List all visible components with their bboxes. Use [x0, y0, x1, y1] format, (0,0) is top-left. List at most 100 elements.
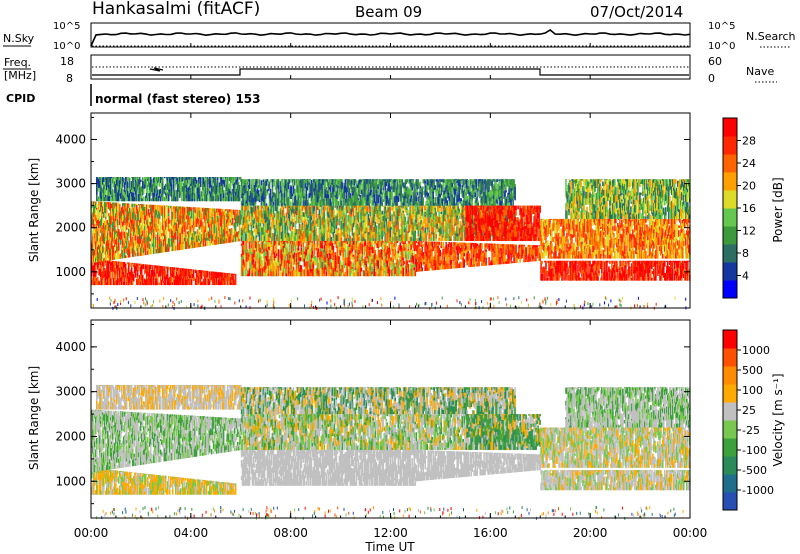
echo-cell — [292, 219, 295, 223]
echo-cell — [162, 266, 165, 269]
echo-cell — [258, 232, 261, 241]
echo-cell — [128, 249, 131, 258]
echo-cell — [145, 204, 148, 210]
echo-cell — [328, 244, 331, 250]
echo-cell — [119, 187, 121, 192]
echo-cell — [257, 240, 260, 243]
echo-cell — [111, 278, 113, 281]
echo-cell — [401, 267, 404, 277]
echo-cell — [186, 213, 189, 221]
echo-cell — [137, 263, 140, 272]
echo-cell — [385, 252, 388, 258]
echo-cell — [283, 254, 286, 260]
echo-cell — [137, 215, 140, 221]
echo-cell — [183, 224, 186, 232]
echo-cell — [244, 246, 247, 251]
echo-cell — [388, 262, 391, 269]
echo-cell — [286, 235, 289, 241]
echo-cell — [127, 273, 130, 277]
echo-cell — [216, 177, 219, 181]
echo-cell — [112, 271, 114, 279]
echo-cell — [255, 248, 258, 252]
echo-cell — [237, 234, 240, 238]
echo-cell — [309, 245, 312, 248]
echo-cell — [172, 199, 175, 202]
echo-cell — [226, 230, 229, 237]
echo-cell — [171, 246, 174, 249]
echo-cell — [313, 240, 316, 247]
echo-cell — [161, 197, 164, 202]
echo-cell — [112, 245, 114, 253]
echo-cell — [151, 241, 154, 244]
echo-cell — [131, 219, 134, 224]
echo-cell — [152, 177, 155, 183]
echo-cell — [374, 240, 377, 244]
echo-cell — [273, 224, 276, 231]
echo-cell — [157, 205, 160, 207]
echo-cell — [155, 193, 158, 202]
echo-cell — [345, 262, 348, 266]
echo-cell — [407, 249, 410, 251]
echo-cell — [428, 230, 430, 233]
echo-cell — [291, 205, 294, 213]
echo-cell — [182, 214, 185, 220]
echo-cell — [273, 230, 276, 233]
echo-cell — [251, 207, 254, 215]
echo-cell — [202, 210, 205, 220]
echo-cell — [165, 177, 168, 181]
echo-cell — [139, 281, 142, 286]
echo-cell — [149, 208, 152, 215]
echo-cell — [335, 256, 338, 261]
echo-cell — [192, 221, 195, 226]
echo-cell — [220, 177, 223, 178]
echo-cell — [104, 189, 106, 197]
echo-cell — [153, 188, 156, 197]
echo-cell — [164, 221, 167, 230]
echo-cell — [108, 196, 110, 202]
echo-cell — [105, 229, 107, 236]
echo-cell — [175, 276, 178, 286]
echo-cell — [249, 262, 252, 271]
echo-cell — [321, 245, 324, 249]
echo-cell — [181, 214, 184, 224]
echo-cell — [155, 223, 158, 229]
echo-cell — [256, 208, 259, 217]
echo-cell — [167, 213, 170, 216]
echo-cell — [194, 184, 197, 188]
echo-cell — [286, 269, 289, 275]
echo-cell — [177, 177, 180, 184]
echo-cell — [139, 247, 142, 254]
echo-cell — [222, 193, 225, 199]
echo-cell — [130, 207, 133, 210]
echo-cell — [190, 207, 193, 209]
echo-cell — [290, 214, 293, 217]
echo-cell — [358, 268, 361, 277]
echo-cell — [162, 274, 165, 278]
echo-cell — [158, 265, 161, 271]
echo-cell — [219, 218, 222, 227]
echo-cell — [361, 240, 364, 244]
echo-cell — [319, 258, 322, 263]
echo-cell — [145, 278, 148, 283]
echo-cell — [161, 205, 164, 208]
echo-cell — [107, 177, 109, 180]
echo-cell — [400, 251, 403, 255]
echo-cell — [170, 196, 173, 200]
echo-cell — [156, 214, 159, 219]
echo-cell — [178, 181, 181, 190]
echo-cell — [394, 256, 397, 260]
nave-tick-top: 60 — [708, 55, 722, 68]
echo-cell — [133, 263, 136, 265]
echo-cell — [117, 202, 119, 206]
echo-cell — [141, 239, 144, 248]
echo-cell — [211, 271, 214, 278]
echo-cell — [99, 180, 101, 189]
echo-cell — [282, 217, 285, 226]
echo-cell — [290, 230, 293, 238]
echo-cell — [280, 245, 283, 249]
echo-cell — [244, 240, 247, 247]
echo-cell — [313, 221, 316, 227]
echo-cell — [129, 246, 132, 250]
echo-cell — [414, 230, 417, 233]
echo-cell — [383, 252, 386, 259]
